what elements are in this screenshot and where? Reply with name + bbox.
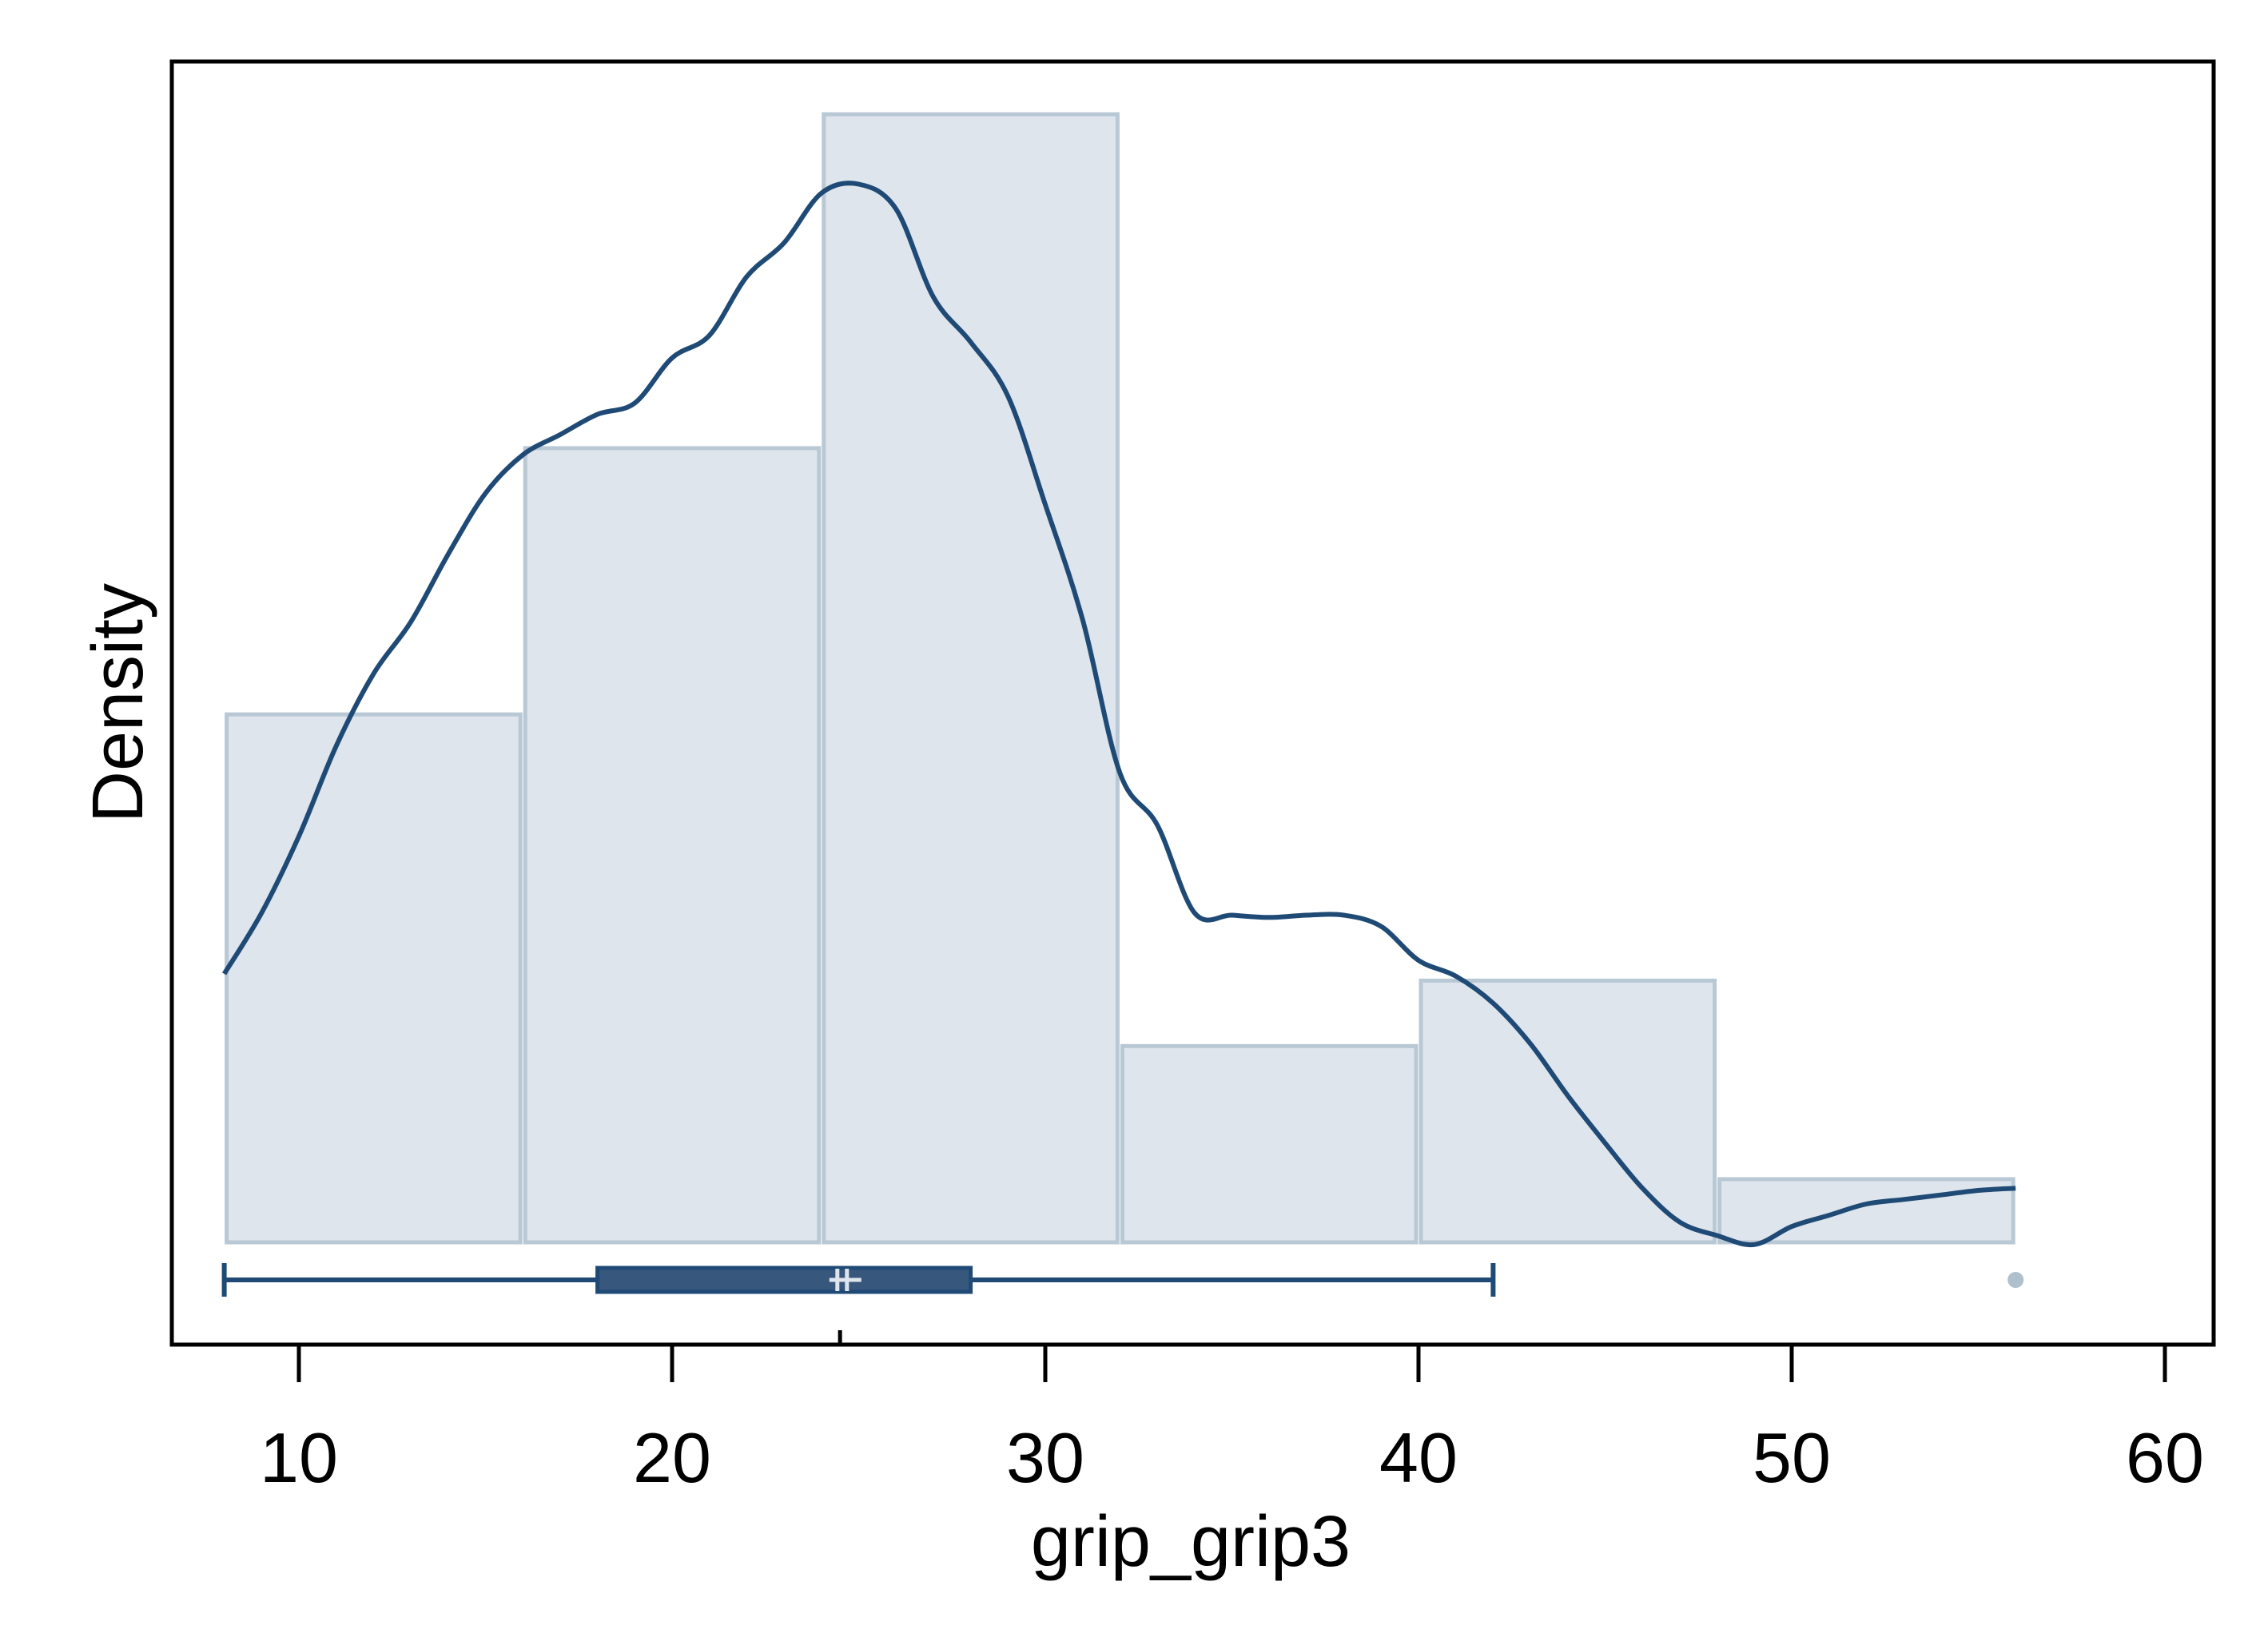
- histogram-bar: [1120, 1043, 1418, 1245]
- x-axis-ticks: 10 20 30 40 50 60: [260, 1345, 2204, 1497]
- density-curve-group: [222, 181, 2016, 1248]
- histogram-bar: [523, 446, 822, 1245]
- histogram-bar: [1418, 978, 1717, 1245]
- boxplot-box: [595, 1266, 973, 1294]
- y-axis-label: Density: [78, 583, 158, 823]
- density-curve: [222, 181, 2016, 1248]
- histogram-bar: [225, 712, 523, 1245]
- histogram-bars: [225, 112, 2015, 1245]
- x-tick-label: 50: [1753, 1418, 1831, 1497]
- boxplot-group: [221, 1263, 2024, 1345]
- histogram-bar: [1717, 1177, 2015, 1245]
- x-axis-label: grip_grip3: [1031, 1502, 1351, 1582]
- boxplot-outlier: [2007, 1272, 2024, 1288]
- x-tick-label: 10: [260, 1418, 338, 1497]
- plot-frame: [169, 59, 2216, 1347]
- x-tick-label: 30: [1006, 1418, 1084, 1497]
- histogram-bar: [822, 112, 1120, 1245]
- x-tick-label: 40: [1379, 1418, 1458, 1497]
- x-tick-label: 60: [2126, 1418, 2204, 1497]
- x-tick-label: 20: [633, 1418, 711, 1497]
